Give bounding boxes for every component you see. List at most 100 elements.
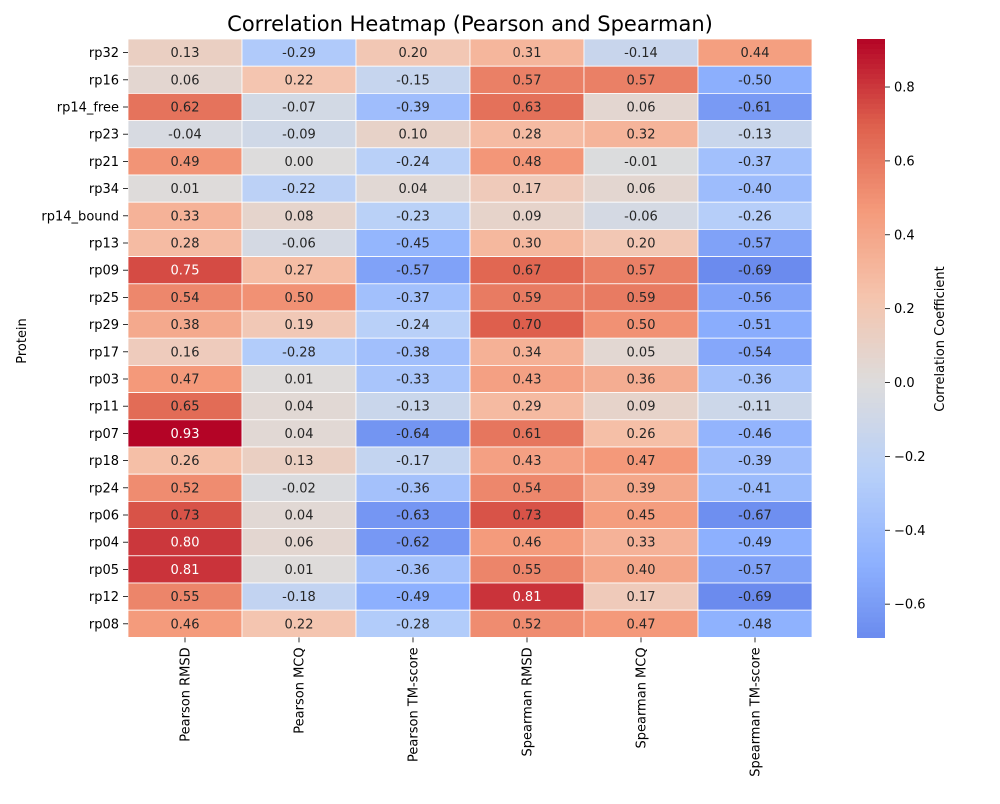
heatmap-cell — [127, 446, 243, 475]
heatmap-cell — [583, 147, 699, 176]
colorbar-segment — [857, 517, 885, 524]
heatmap-cell — [469, 392, 585, 421]
cell-value-label: 0.26 — [627, 427, 656, 442]
heatmap-cell — [697, 120, 813, 149]
cell-value-label: -0.11 — [738, 400, 772, 415]
colorbar-segment — [857, 542, 885, 549]
row-tick-label: rp05 — [89, 563, 119, 578]
colorbar-segment — [857, 58, 885, 65]
column-tick-label: Pearson MCQ — [293, 647, 308, 733]
heatmap-cell — [355, 473, 471, 502]
cell-value-label: -0.62 — [396, 536, 430, 551]
heatmap-cell — [469, 201, 585, 230]
colorbar-segment — [857, 467, 885, 474]
colorbar-segment — [857, 393, 885, 399]
heatmap-cell — [127, 201, 243, 230]
cell-value-label: -0.49 — [738, 536, 772, 551]
colorbar-segment — [857, 557, 885, 564]
heatmap-cell — [241, 555, 357, 584]
heatmap-cell — [469, 528, 585, 557]
cell-value-label: -0.29 — [282, 46, 316, 61]
row-tick-label: rp03 — [89, 373, 119, 388]
colorbar-segment — [857, 627, 885, 634]
colorbar-segment — [857, 363, 885, 369]
row-tick-label: rp11 — [89, 400, 119, 415]
heatmap-cell — [241, 337, 357, 366]
cell-value-label: 0.55 — [513, 563, 542, 578]
heatmap-cell — [241, 364, 357, 393]
cell-value-label: 0.59 — [627, 291, 656, 306]
colorbar-segment — [857, 457, 885, 464]
cell-value-label: -0.46 — [738, 427, 772, 442]
column-tick-label: Spearman RMSD — [521, 647, 536, 756]
colorbar-segment — [857, 368, 885, 374]
heatmap-cell — [697, 609, 813, 638]
cell-value-label: -0.69 — [738, 264, 772, 279]
heatmap-cell — [241, 38, 357, 67]
colorbar-segment — [857, 278, 885, 284]
row-tick-label: rp14_free — [57, 101, 119, 116]
colorbar-segment — [857, 223, 885, 230]
cell-value-label: -0.45 — [396, 237, 430, 252]
cell-value-label: 0.70 — [513, 318, 542, 333]
cell-value-label: -0.36 — [396, 563, 430, 578]
colorbar-segment — [857, 48, 885, 55]
colorbar-segment — [857, 432, 885, 439]
colorbar-segment — [857, 248, 885, 255]
cell-value-label: 0.59 — [513, 291, 542, 306]
colorbar-segment — [857, 527, 885, 534]
colorbar-segment — [857, 338, 885, 344]
heatmap-cell — [697, 65, 813, 94]
heatmap-cell — [583, 555, 699, 584]
colorbar-segment — [857, 522, 885, 529]
colorbar-segment — [857, 497, 885, 504]
colorbar-segment — [857, 388, 885, 394]
cell-value-label: -0.07 — [282, 101, 316, 116]
colorbar-segment — [857, 507, 885, 514]
heatmap-cell — [241, 582, 357, 611]
colorbar-segment — [857, 612, 885, 619]
colorbar-segment — [857, 148, 885, 155]
colorbar-segment — [857, 462, 885, 469]
colorbar-segment — [857, 193, 885, 200]
colorbar-segment — [857, 622, 885, 629]
colorbar-segment — [857, 567, 885, 574]
cell-value-label: -0.01 — [624, 155, 658, 170]
row-tick-label: rp04 — [89, 536, 119, 551]
heatmap-cell — [127, 500, 243, 529]
heatmap-cell — [469, 93, 585, 122]
colorbar-segment — [857, 378, 885, 384]
heatmap-cell — [241, 528, 357, 557]
cell-value-label: 0.28 — [513, 128, 542, 143]
colorbar-segment — [857, 263, 885, 269]
colorbar-segment — [857, 383, 885, 389]
cell-value-label: -0.61 — [738, 101, 772, 116]
heatmap-cell — [583, 392, 699, 421]
heatmap-cell — [127, 555, 243, 584]
cell-value-label: 0.08 — [285, 209, 314, 224]
cell-value-label: 0.54 — [513, 481, 542, 496]
cell-value-label: 0.32 — [627, 128, 656, 143]
heatmap-cell — [697, 446, 813, 475]
cell-value-label: 0.47 — [627, 617, 656, 632]
colorbar-segment — [857, 582, 885, 589]
colorbar-segment — [857, 293, 885, 299]
heatmap-cell — [355, 392, 471, 421]
colorbar-segment — [857, 283, 885, 289]
heatmap-cell — [241, 473, 357, 502]
heatmap-cell — [127, 364, 243, 393]
heatmap-cell — [355, 582, 471, 611]
heatmap-cells — [127, 38, 813, 638]
cell-value-label: 0.04 — [285, 509, 314, 524]
heatmap-cell — [583, 364, 699, 393]
cell-value-label: -0.39 — [738, 454, 772, 469]
heatmap-cell — [127, 147, 243, 176]
cell-value-label: 0.73 — [171, 509, 200, 524]
heatmap-cell — [697, 582, 813, 611]
cell-value-label: 0.06 — [627, 101, 656, 116]
heatmap-cell — [127, 392, 243, 421]
colorbar-segment — [857, 253, 885, 260]
row-tick-label: rp18 — [89, 454, 119, 469]
heatmap-cell — [583, 419, 699, 448]
cell-value-label: -0.24 — [396, 155, 430, 170]
